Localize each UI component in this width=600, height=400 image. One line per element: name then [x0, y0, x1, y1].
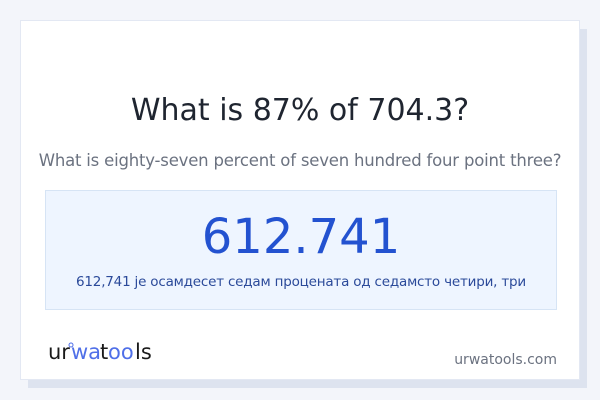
svg-text:ur: ur: [48, 340, 70, 364]
result-in-words: 612,741 је осамдесет седам процената од …: [76, 274, 526, 290]
urwatools-logo: ur wa t oo ls: [48, 339, 168, 369]
svg-text:oo: oo: [108, 340, 134, 364]
svg-text:wa: wa: [71, 340, 101, 364]
result-box: 612.741 612,741 је осамдесет седам проце…: [45, 190, 557, 310]
question-in-words: What is eighty-seven percent of seven hu…: [38, 151, 562, 170]
site-link[interactable]: urwatools.com: [454, 352, 557, 368]
page-title: What is 87% of 704.3?: [130, 93, 470, 128]
svg-text:ls: ls: [135, 340, 152, 364]
result-value: 612.741: [201, 209, 401, 265]
svg-text:t: t: [100, 340, 108, 364]
result-card: What is 87% of 704.3? What is eighty-sev…: [20, 20, 580, 380]
